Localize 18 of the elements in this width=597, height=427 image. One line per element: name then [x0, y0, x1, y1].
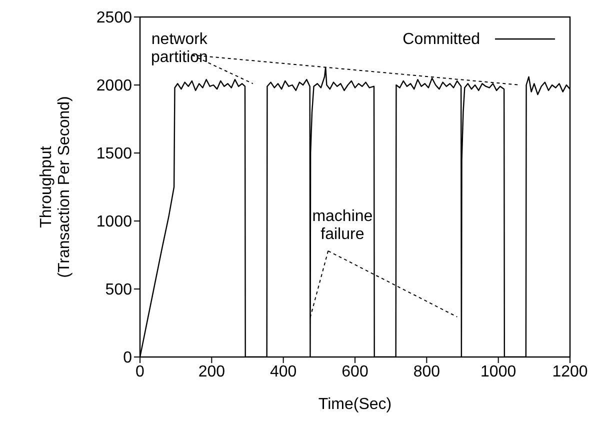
y-tick-label: 0: [123, 350, 132, 367]
x-tick-label: 400: [270, 363, 297, 380]
legend-label: Committed: [402, 31, 480, 48]
y-tick-label: 1500: [96, 146, 132, 163]
x-axis-title: Time(Sec): [318, 396, 392, 413]
y-tick-label: 500: [105, 282, 132, 299]
y-tick-label: 2000: [96, 78, 132, 95]
x-tick-label: 600: [342, 363, 368, 380]
x-tick-label: 0: [136, 363, 145, 380]
x-tick-label: 200: [198, 363, 226, 380]
y-tick-label: 1000: [96, 214, 132, 231]
y-tick-label: 2500: [96, 10, 132, 27]
y-axis-title: Throughput (Transaction Per Second): [38, 96, 73, 278]
annotation: network partition: [150, 31, 208, 66]
x-tick-label: 1200: [552, 363, 588, 380]
annotation: machine failure: [312, 208, 373, 243]
x-tick-label: 1000: [480, 363, 516, 380]
x-tick-label: 800: [413, 363, 440, 380]
